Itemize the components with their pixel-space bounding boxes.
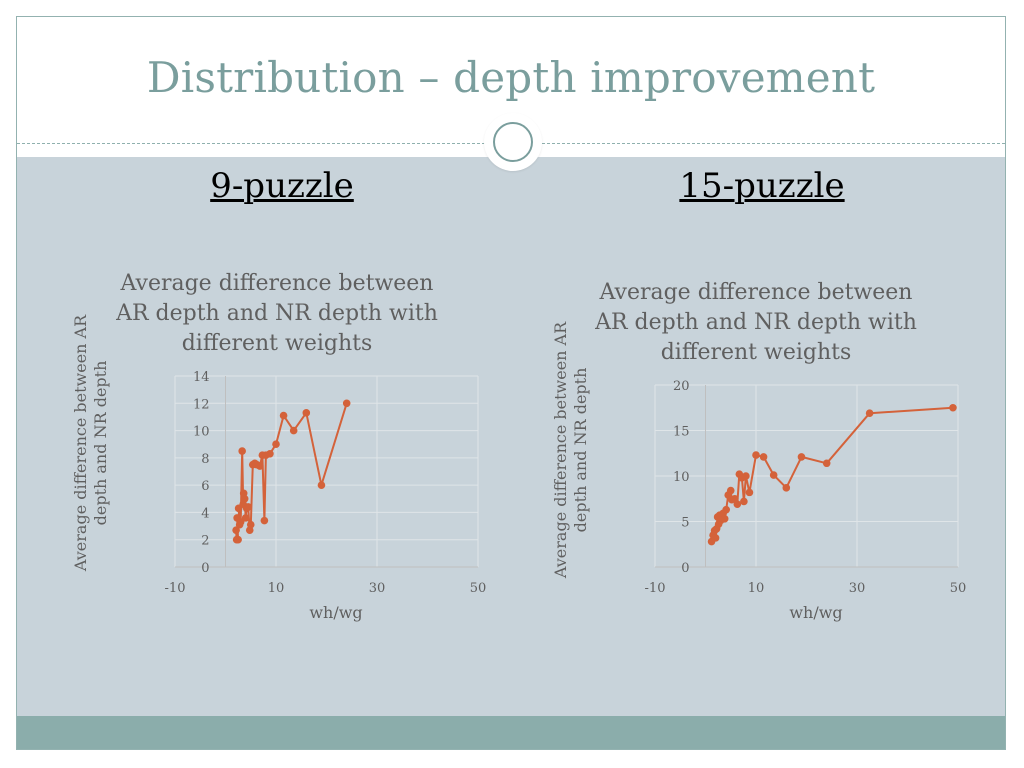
data-point <box>244 503 253 511</box>
data-point <box>733 500 742 509</box>
y-tick-label: 12 <box>193 397 210 412</box>
y-tick-label: 10 <box>673 470 690 485</box>
chart-title-line: Average difference between <box>120 271 434 296</box>
data-point <box>711 534 720 542</box>
x-tick-label: 10 <box>268 581 285 596</box>
data-point <box>745 488 754 497</box>
data-point <box>289 426 298 435</box>
y-axis-title: Average difference between AR depth and N… <box>551 321 590 579</box>
heading-9-puzzle: 9-puzzle <box>210 166 354 206</box>
data-point <box>822 459 831 468</box>
data-point <box>272 440 280 449</box>
chart-1: Average difference between AR depth and N… <box>551 280 966 622</box>
data-point <box>241 514 250 522</box>
data-point <box>726 486 735 495</box>
data-point <box>302 409 311 417</box>
data-point <box>236 518 245 526</box>
data-point <box>342 399 351 408</box>
data-point <box>722 505 731 514</box>
data-point <box>769 471 778 479</box>
y-tick-label: 0 <box>681 561 689 576</box>
data-point <box>782 484 791 492</box>
data-point <box>279 411 288 420</box>
x-tick-label: 50 <box>470 581 487 596</box>
slide: Distribution – depth improvement <box>16 16 1006 750</box>
x-tick-label: -10 <box>645 581 666 596</box>
x-tick-label: 10 <box>748 581 765 596</box>
circle-ornament-inner <box>493 122 533 162</box>
data-point <box>720 514 729 523</box>
data-point <box>232 526 240 534</box>
y-axis-title-line: depth and NR depth <box>571 368 590 533</box>
x-axis-title: wh/wg <box>309 603 362 622</box>
content-area <box>17 157 1005 716</box>
y-tick-label: 10 <box>193 425 210 440</box>
y-axis-title-line: depth and NR depth <box>91 361 110 526</box>
data-point <box>240 494 249 503</box>
y-tick-label: 5 <box>681 516 689 531</box>
chart-title-line: different weights <box>182 331 373 356</box>
data-point <box>266 449 274 458</box>
x-tick-label: -10 <box>165 581 186 596</box>
x-tick-label: 30 <box>849 581 866 596</box>
data-point <box>740 497 748 506</box>
data-point <box>752 451 760 459</box>
data-point <box>317 481 326 489</box>
slide-title: Distribution – depth improvement <box>146 53 876 102</box>
data-point <box>759 453 768 461</box>
data-point <box>260 516 269 525</box>
y-axis-title: Average difference between AR depth and N… <box>71 314 110 572</box>
x-axis-title: wh/wg <box>789 603 842 622</box>
y-tick-label: 8 <box>201 452 209 467</box>
y-tick-label: 6 <box>201 479 209 494</box>
data-point <box>256 462 264 470</box>
x-tick-label: 30 <box>369 581 386 596</box>
data-point <box>234 535 242 544</box>
chart-title-line: AR depth and NR depth with <box>115 301 438 326</box>
footer-band <box>17 716 1005 749</box>
x-tick-label: 50 <box>950 581 967 596</box>
data-point <box>238 447 246 455</box>
chart-title-line: different weights <box>661 340 852 365</box>
data-point <box>865 409 874 418</box>
y-axis-title-line: Average difference between AR <box>71 314 90 572</box>
y-tick-label: 20 <box>673 379 690 394</box>
data-point <box>797 453 806 461</box>
y-tick-label: 14 <box>193 370 210 385</box>
y-axis-title-line: Average difference between AR <box>551 321 570 579</box>
y-tick-label: 4 <box>201 506 209 521</box>
data-point <box>742 472 750 480</box>
chart-title-line: Average difference between <box>599 280 913 305</box>
circle-ornament-icon <box>484 113 542 171</box>
data-point <box>949 403 957 412</box>
heading-15-puzzle: 15-puzzle <box>679 166 845 206</box>
y-tick-label: 15 <box>673 425 690 440</box>
chart-0: Average difference between AR depth and N… <box>71 271 486 622</box>
y-tick-label: 0 <box>201 561 209 576</box>
data-point <box>246 520 255 529</box>
chart-title-line: AR depth and NR depth with <box>594 310 917 335</box>
y-tick-label: 2 <box>201 534 209 549</box>
series-line <box>235 403 348 541</box>
